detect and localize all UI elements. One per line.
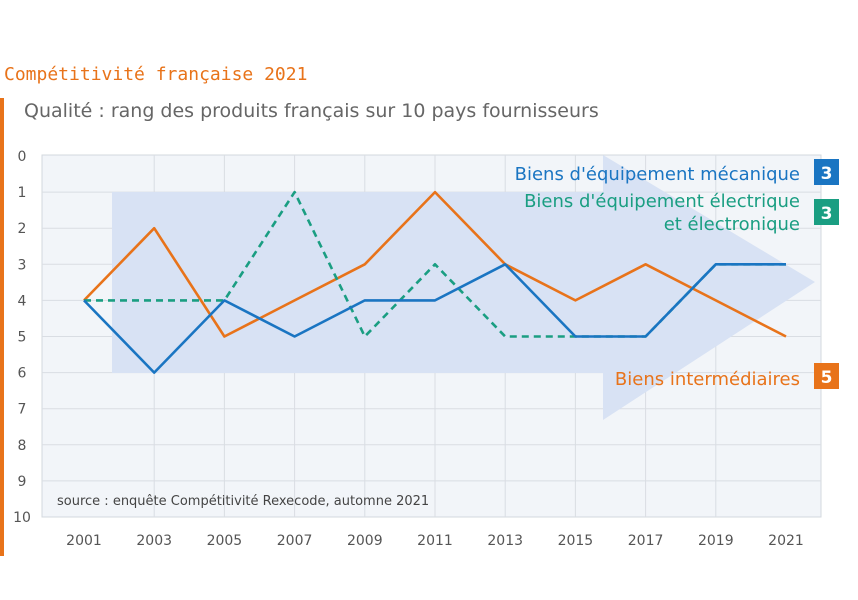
badge-intermediaires: 5 [821,368,833,388]
x-tick-label: 2013 [487,533,523,549]
x-tick-label: 2007 [277,533,313,549]
series-lines [83,190,787,374]
y-tick-label: 3 [18,257,27,273]
source-note: source : enquête Compétitivité Rexecode,… [57,494,429,509]
legend-electrique-line2: et électronique [664,214,800,235]
badge-electrique-bg [814,199,839,225]
y-tick-label: 7 [18,402,27,418]
series-line-0 [83,262,786,374]
x-tick-label: 2003 [136,533,172,549]
x-tick-label: 2001 [66,533,102,549]
x-tick-label: 2021 [768,533,804,549]
y-tick-label: 1 [18,185,27,201]
badge-mecanique-bg [814,159,839,185]
x-axis: 2001 2003 2005 2007 2009 2011 2013 2015 2017 2019… [66,533,804,549]
x-tick-label: 2005 [207,533,243,549]
x-tick-label: 2015 [558,533,594,549]
y-axis: 0 1 2 3 4 5 6 7 8 9 10 [13,149,31,526]
accent-bar [0,98,4,556]
y-tick-label: 6 [18,366,27,382]
y-tick-label: 2 [18,221,27,237]
trend-arrow [112,155,815,420]
legend: Biens d'équipement mécanique 3 Biens d'é… [515,159,839,390]
x-tick-label: 2017 [628,533,664,549]
y-tick-label: 4 [18,293,27,309]
kicker-title: Compétitivité française 2021 [4,64,308,85]
y-tick-label: 9 [18,474,27,490]
x-tick-label: 2011 [417,533,453,549]
y-tick-label: 10 [13,510,31,526]
y-tick-label: 5 [18,330,27,346]
x-tick-label: 2009 [347,533,383,549]
legend-electrique-line1: Biens d'équipement électrique [524,191,800,212]
series-line-2 [83,190,787,338]
legend-intermediaires: Biens intermédiaires [615,369,800,390]
badge-mecanique: 3 [821,164,833,184]
y-tick-label: 8 [18,438,27,454]
badge-electrique: 3 [821,204,833,224]
chart-subtitle: Qualité : rang des produits français sur… [24,100,599,122]
x-tick-label: 2019 [698,533,734,549]
y-tick-label: 0 [18,149,27,165]
badge-intermediaires-bg [814,363,839,389]
legend-mecanique: Biens d'équipement mécanique [515,164,800,185]
